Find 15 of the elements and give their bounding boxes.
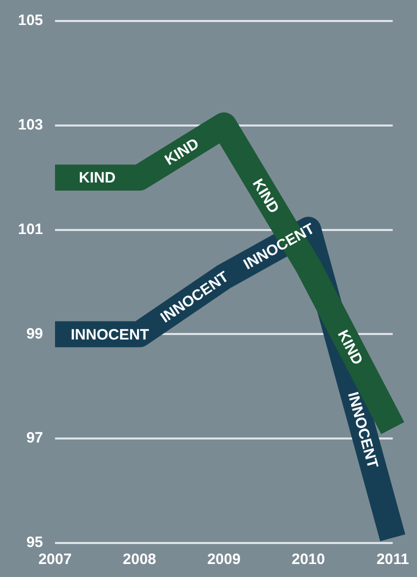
y-tick-label: 105 (18, 12, 44, 30)
y-tick-label: 101 (18, 220, 44, 238)
series-label: INNOCENT (70, 326, 150, 344)
x-tick-label: 2007 (38, 551, 72, 568)
y-tick-label: 99 (26, 325, 44, 342)
x-tick-label: 2008 (122, 551, 156, 568)
text: KIND (162, 135, 202, 169)
x-tick-label: 2009 (207, 551, 241, 568)
y-tick-label: 95 (26, 534, 44, 552)
x-tick-label: 2011 (376, 551, 410, 568)
y-tick-label: 103 (18, 116, 44, 134)
series-label: KIND (78, 170, 116, 187)
x-tick-label: 2010 (292, 551, 325, 568)
text: KIND (334, 327, 366, 368)
y-tick-label: 97 (26, 430, 44, 447)
